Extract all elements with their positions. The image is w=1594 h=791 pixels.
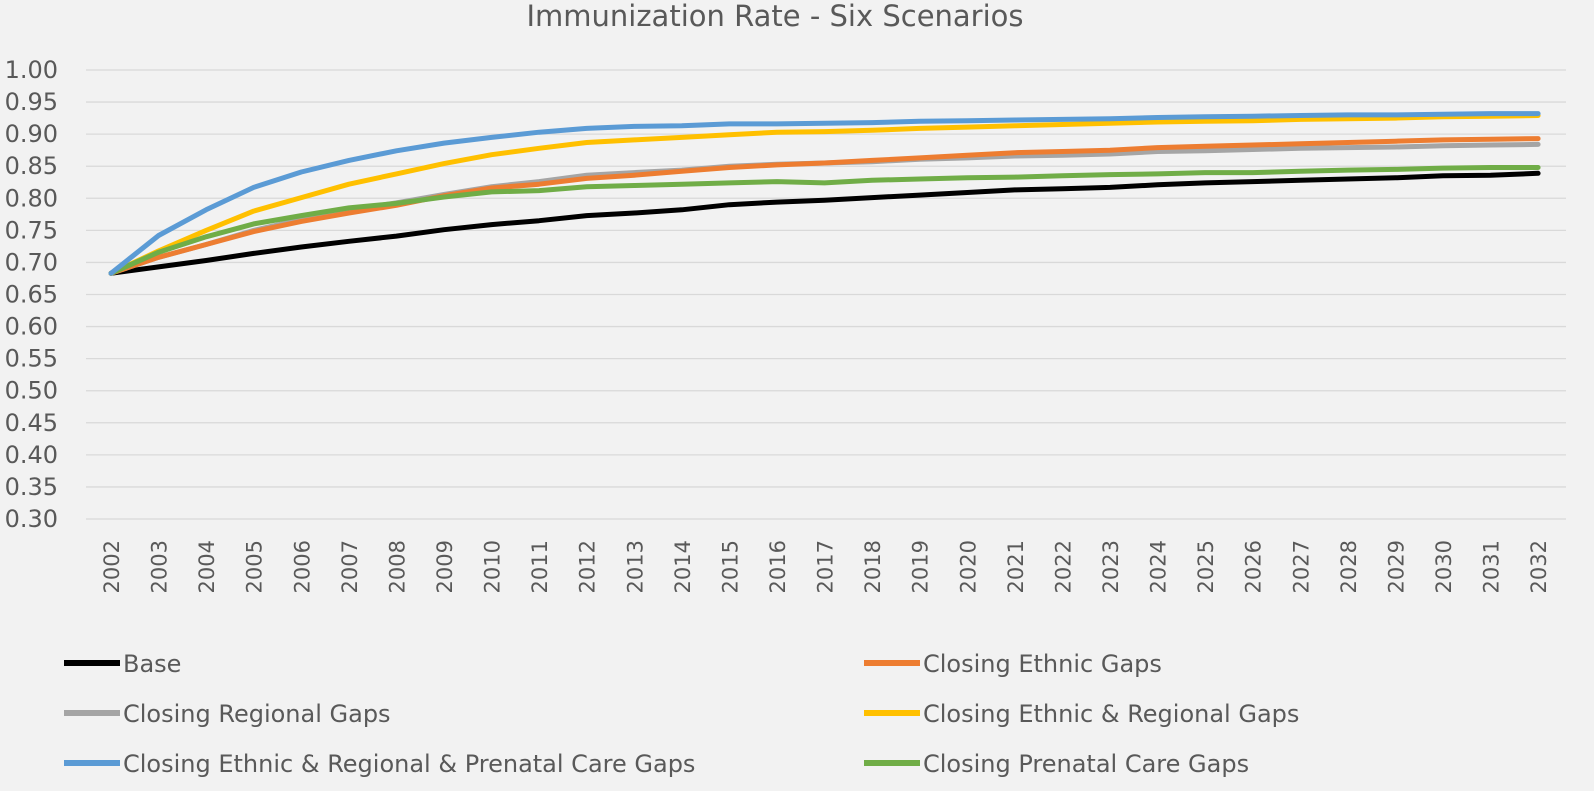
x-tick-label: 2009 (433, 540, 457, 593)
y-tick-label: 0.35 (5, 473, 58, 501)
y-tick-label: 0.85 (5, 152, 58, 180)
x-tick-label: 2003 (148, 540, 172, 593)
legend-label-2: Closing Regional Gaps (123, 700, 391, 728)
gridlines (86, 69, 1566, 520)
x-tick-label: 2012 (576, 540, 600, 593)
legend-label-4: Closing Ethnic & Regional & Prenatal Car… (123, 750, 695, 778)
series-line-0 (108, 170, 1541, 276)
y-tick-label: 0.75 (5, 216, 58, 244)
legend-label-5: Closing Prenatal Care Gaps (923, 750, 1249, 778)
y-tick-label: 0.65 (5, 281, 58, 309)
x-tick-label: 2008 (385, 540, 409, 593)
series-lines (108, 111, 1541, 276)
y-tick-label: 0.45 (5, 409, 58, 437)
x-tick-label: 2026 (1242, 540, 1266, 593)
x-tick-label: 2027 (1289, 540, 1313, 593)
x-tick-label: 2002 (100, 540, 124, 593)
x-tick-label: 2004 (195, 540, 219, 593)
y-tick-label: 0.60 (5, 313, 58, 341)
x-tick-label: 2025 (1194, 540, 1218, 593)
x-tick-label: 2006 (290, 540, 314, 593)
y-tick-label: 1.00 (5, 56, 58, 84)
y-tick-label: 0.95 (5, 88, 58, 116)
x-tick-label: 2013 (623, 540, 647, 593)
x-tick-label: 2014 (671, 540, 695, 593)
series-line-3 (108, 113, 1541, 276)
x-tick-label: 2028 (1337, 540, 1361, 593)
y-tick-label: 0.55 (5, 345, 58, 373)
y-tick-label: 0.70 (5, 248, 58, 276)
x-tick-label: 2015 (718, 540, 742, 593)
x-tick-label: 2018 (861, 540, 885, 593)
y-tick-label: 0.30 (5, 505, 58, 533)
x-tick-label: 2005 (243, 540, 267, 593)
x-tick-label: 2030 (1432, 540, 1456, 593)
y-tick-label: 0.90 (5, 120, 58, 148)
x-tick-label: 2019 (909, 540, 933, 593)
x-tick-label: 2010 (481, 540, 505, 593)
series-line-1 (108, 136, 1541, 276)
x-tick-label: 2007 (338, 540, 362, 593)
x-tick-label: 2011 (528, 540, 552, 593)
y-tick-label: 0.80 (5, 184, 58, 212)
x-tick-label: 2020 (956, 540, 980, 593)
x-tick-label: 2016 (766, 540, 790, 593)
y-tick-label: 0.40 (5, 441, 58, 469)
x-tick-label: 2021 (1004, 540, 1028, 593)
legend-label-0: Base (123, 650, 181, 678)
chart-title: Immunization Rate - Six Scenarios (526, 0, 1023, 33)
x-tick-label: 2017 (814, 540, 838, 593)
x-tick-label: 2032 (1527, 540, 1551, 593)
legend: Base Closing Ethnic Gaps Closing Regional … (64, 650, 1299, 778)
series-line-4 (108, 111, 1541, 276)
x-tick-label: 2023 (1099, 540, 1123, 593)
legend-label-1: Closing Ethnic Gaps (923, 650, 1162, 678)
x-tick-label: 2031 (1480, 540, 1504, 593)
legend-label-3: Closing Ethnic & Regional Gaps (923, 700, 1299, 728)
y-tick-label: 0.50 (5, 377, 58, 405)
x-tick-label: 2024 (1147, 540, 1171, 593)
x-tick-label: 2029 (1384, 540, 1408, 593)
y-axis-ticks: 0.30 0.35 0.40 0.45 0.50 0.55 0.60 0.65 0.70 0.75… (5, 56, 58, 533)
series-line-5 (108, 165, 1541, 276)
x-tick-label: 2022 (1051, 540, 1075, 593)
x-axis-ticks: 2002 2003 2004 2005 2006 2007 2008 2009 2010 2011… (100, 540, 1551, 593)
